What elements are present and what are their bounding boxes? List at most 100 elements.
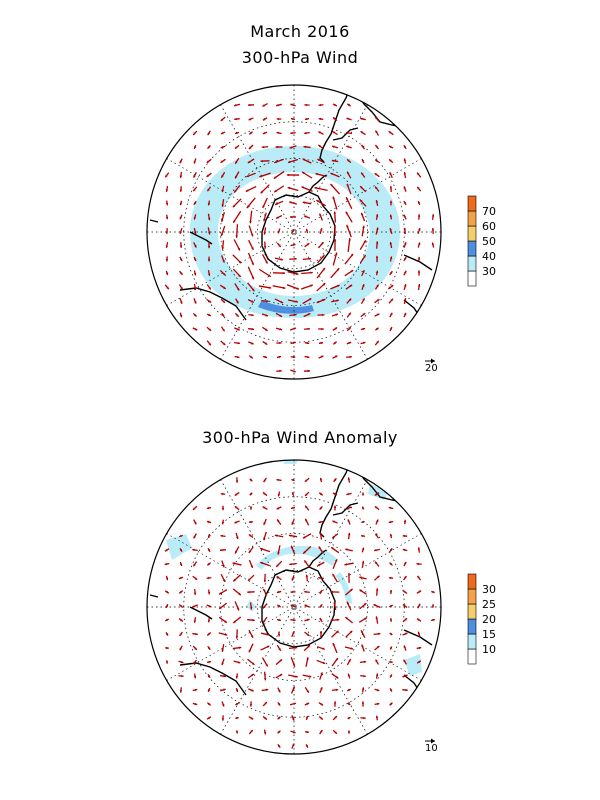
jet-shading xyxy=(190,146,400,318)
wind-vector-head xyxy=(362,327,366,331)
wind-vector-head xyxy=(238,592,241,596)
wind-vector-head xyxy=(207,647,211,650)
wind-vector-head xyxy=(235,161,238,164)
wind-vectors xyxy=(164,102,435,373)
wind-vector-head xyxy=(278,648,281,651)
wind-vector-head xyxy=(263,537,266,541)
wind-vector-head xyxy=(416,618,420,621)
wind-vector-head xyxy=(320,228,323,231)
wind-vector-head xyxy=(403,561,407,565)
wind-vector-head xyxy=(295,272,299,275)
wind-vector-head xyxy=(389,327,393,330)
wind-vector-head xyxy=(263,620,266,623)
wind-vector-head xyxy=(220,160,224,163)
wind-vector-head xyxy=(317,159,320,162)
wind-vector-head xyxy=(279,341,282,345)
wind-anomaly-vectors xyxy=(164,477,436,749)
wind-vector-head xyxy=(334,355,338,358)
wind-vector-head xyxy=(207,259,211,262)
wind-vector-head xyxy=(165,245,169,248)
wind-vector-head xyxy=(178,576,182,580)
wind-vector-head xyxy=(179,175,183,178)
wind-vector-head xyxy=(221,704,225,707)
wind-vector-head xyxy=(362,506,365,510)
wind-vector-head xyxy=(348,341,352,345)
wind-vector-head xyxy=(273,176,277,179)
wind-vector-head xyxy=(194,577,198,580)
wind-vector-head xyxy=(263,232,267,235)
wind-vector-head xyxy=(375,616,378,619)
wind-vector-head xyxy=(336,268,340,271)
wind-vector-head xyxy=(347,702,351,706)
wind-vector-head xyxy=(289,562,292,566)
wind-vector-head xyxy=(248,550,252,553)
wind-vector-head xyxy=(319,477,323,481)
wind-vector-head xyxy=(262,605,266,609)
wind-vector-head xyxy=(246,174,249,178)
wind-vector-head xyxy=(363,674,366,678)
wind-vector-head xyxy=(295,300,298,303)
wind-vector-head xyxy=(333,226,337,229)
wind-vector-head xyxy=(332,520,335,523)
colorbar-tick-label: 30 xyxy=(482,583,496,596)
wind-vector-head xyxy=(237,341,240,345)
wind-vector-head xyxy=(375,145,378,148)
wind-vector-head xyxy=(361,630,364,633)
wind-vector-head xyxy=(249,492,253,496)
wind-vector-head xyxy=(193,287,197,290)
wind-vector-head xyxy=(193,273,197,276)
wind-vector-head xyxy=(308,298,312,301)
wind-vector-head xyxy=(207,549,211,552)
wind-vector-head xyxy=(417,201,421,204)
wind-vector-head xyxy=(194,521,197,525)
wind-vector-head xyxy=(208,232,211,235)
wind-vector-head xyxy=(376,227,379,231)
colorbar-tick-label: 20 xyxy=(482,613,496,626)
colorbar-swatch xyxy=(467,633,477,650)
wind-vector-head xyxy=(330,590,333,594)
wind-vector-head xyxy=(207,675,211,678)
wind-vector-head xyxy=(179,245,183,248)
wind-vector-head xyxy=(194,244,197,248)
wind-vector-head xyxy=(432,618,435,622)
wind-vector-head xyxy=(179,591,182,594)
wind-vector-head xyxy=(262,492,266,495)
wind-vector-head xyxy=(250,635,254,638)
wind-vector-head xyxy=(193,132,196,135)
wind-vector-head xyxy=(305,518,308,522)
wind-vector-head xyxy=(220,233,224,237)
wind-vector-head xyxy=(388,131,392,134)
wind-vector-head xyxy=(207,619,211,623)
wind-vector-head xyxy=(332,131,336,134)
wind-vector-head xyxy=(289,215,293,219)
wind-vector-head xyxy=(308,675,312,678)
wind-vector-head xyxy=(362,284,365,287)
wind-vector-head xyxy=(335,313,339,316)
wind-vector-head xyxy=(292,355,296,359)
wind-vector-head xyxy=(165,577,169,581)
wind-vector-head xyxy=(221,649,224,652)
wind-vector-head xyxy=(332,535,335,539)
wind-vector-head xyxy=(306,341,310,345)
wind-vector-head xyxy=(307,645,310,648)
wind-vector-head xyxy=(277,745,281,748)
wind-vector-head xyxy=(260,190,264,194)
wind-vector-head xyxy=(350,270,354,273)
wind-vector-head xyxy=(403,312,407,316)
wind-vector-head xyxy=(306,657,309,660)
wind-vector-head xyxy=(345,211,349,215)
wind-vector-head xyxy=(237,247,240,251)
wind-vector-head xyxy=(361,212,364,216)
wind-vector-head xyxy=(193,563,196,567)
wind-vector-head xyxy=(248,103,251,107)
wind-vector-head xyxy=(301,171,305,175)
wind-vector-head xyxy=(333,601,336,605)
wind-vector-head xyxy=(222,300,225,303)
colorbar-swatch xyxy=(467,225,477,242)
wind-vector-head xyxy=(321,327,324,331)
wind-vector-head xyxy=(265,688,269,692)
wind-vector-head xyxy=(318,131,322,134)
wind-vector-head xyxy=(193,620,197,623)
colorbar-swatch xyxy=(467,240,477,257)
wind-vector-head xyxy=(389,214,393,218)
